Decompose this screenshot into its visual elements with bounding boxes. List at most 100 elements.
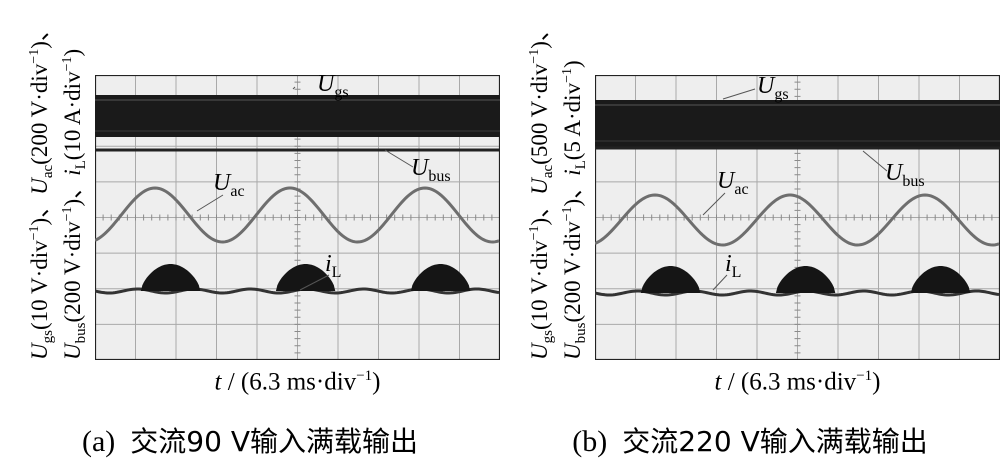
- uac-label-subscript: ac: [230, 183, 244, 200]
- uac-label-subscript: ac: [734, 181, 748, 198]
- scope-border: [95, 75, 500, 360]
- ylabel-symbol: U: [560, 342, 585, 360]
- ugs-leader: [292, 86, 296, 90]
- ylabel-exponent: −1: [560, 206, 575, 221]
- ylabel-subscript: ac: [540, 165, 556, 179]
- ylabel-exponent: −1: [527, 49, 542, 64]
- y-axis-label-svg-b: Ugs(10 V·div−1)、Uac(500 V·div−1)、 Ubus(2…: [527, 18, 589, 360]
- caption-text-b: 交流220 V输入满载输出: [622, 425, 928, 458]
- ylabel-symbol: U: [27, 177, 52, 195]
- il-hump: [910, 266, 971, 293]
- x-axis-text-b: / (6.3 ms·div: [721, 368, 857, 396]
- ugs-label-subscript: gs: [334, 84, 348, 101]
- ylabel-close: )、: [27, 195, 52, 226]
- ylabel-unit: (5 A·div: [560, 82, 585, 160]
- ylabel-unit: (10 V·div: [27, 240, 52, 330]
- x-axis-close-a: ): [372, 368, 381, 396]
- ubus-label-subscript: bus: [428, 168, 450, 185]
- il-leader: [299, 274, 330, 291]
- x-axis-var-a: t: [214, 368, 222, 396]
- il-label: iL: [325, 251, 341, 281]
- ylabel-unit: (10 V·div: [527, 240, 552, 330]
- y-axis-label-line1-b: Ugs(10 V·div−1)、Uac(500 V·div−1)、: [527, 18, 556, 360]
- il-label-subscript: L: [732, 264, 742, 281]
- uac-label-symbol: U: [717, 168, 736, 194]
- y-axis-label-b: Ugs(10 V·div−1)、Uac(500 V·div−1)、 Ubus(2…: [500, 0, 595, 360]
- ylabel-close: ): [560, 60, 585, 68]
- uac-leader: [702, 192, 726, 216]
- ylabel-symbol: U: [527, 177, 552, 195]
- uac-trace: [595, 193, 1000, 247]
- ubus-label-symbol: U: [411, 155, 430, 181]
- ugs-label-subscript: gs: [774, 86, 788, 103]
- ylabel-exponent: −1: [60, 57, 75, 72]
- ubus-leader: [862, 150, 888, 172]
- ugs-label-symbol: U: [317, 75, 336, 97]
- caption-b: (b) 交流220 V输入满载输出: [500, 420, 1000, 460]
- y-axis-label-line2-a: Ubus(200 V·div−1)、iL(10 A·div−1): [60, 49, 89, 360]
- ylabel-unit: (10 A·div: [60, 71, 85, 160]
- il-hump: [775, 266, 836, 293]
- ylabel-exponent: −1: [560, 68, 575, 83]
- il-label-symbol: i: [725, 251, 732, 277]
- ylabel-close: )、: [527, 18, 552, 49]
- ylabel-subscript: bus: [73, 322, 89, 343]
- ugs-label: Ugs: [757, 75, 789, 103]
- ugs-band: [595, 100, 1000, 147]
- il-label: iL: [725, 251, 741, 281]
- x-axis-exp-b: −1: [856, 368, 873, 384]
- ylabel-symbol: U: [60, 342, 85, 360]
- ugs-label: Ugs: [317, 75, 349, 101]
- caption-text-a: 交流90 V输入满载输出: [130, 425, 418, 458]
- x-axis-label-a: t / (6.3 ms·div−1): [95, 368, 500, 396]
- ylabel-exponent: −1: [527, 225, 542, 240]
- y-axis-label-svg-a: Ugs(10 V·div−1)、Uac(200 V·div−1)、 Ubus(2…: [27, 18, 89, 360]
- caption-prefix-a: (a): [82, 425, 116, 458]
- ylabel-subscript: L: [73, 160, 89, 169]
- ylabel-close: ): [60, 49, 85, 57]
- uac-label-symbol: U: [213, 170, 232, 196]
- ugs-label-symbol: U: [757, 75, 776, 99]
- uac-leader: [196, 194, 224, 212]
- ylabel-symbol: i: [60, 169, 85, 175]
- ugs-leader: [722, 88, 756, 100]
- ylabel-subscript: L: [573, 160, 589, 169]
- ubus-label: Ubus: [885, 160, 925, 190]
- ylabel-close: )、: [27, 18, 52, 49]
- ubus-label: Ubus: [411, 155, 451, 185]
- uac-trace: [95, 186, 500, 244]
- caption-prefix-b: (b): [572, 425, 608, 458]
- ylabel-unit: (500 V·div: [527, 63, 552, 165]
- ylabel-subscript: gs: [40, 330, 56, 344]
- il-hump: [410, 264, 471, 291]
- ylabel-exponent: −1: [27, 49, 42, 64]
- ylabel-close: )、: [560, 176, 585, 207]
- y-axis-label-line1-a: Ugs(10 V·div−1)、Uac(200 V·div−1)、: [27, 18, 56, 360]
- ylabel-unit: (200 V·div: [27, 63, 52, 165]
- ylabel-symbol: i: [560, 169, 585, 175]
- ubus-label-symbol: U: [885, 160, 904, 186]
- ylabel-close: )、: [527, 195, 552, 226]
- ylabel-subscript: bus: [573, 322, 589, 343]
- ubus-leader: [384, 149, 414, 168]
- ylabel-symbol: U: [27, 342, 52, 360]
- ylabel-symbol: U: [527, 342, 552, 360]
- ylabel-subscript: gs: [540, 330, 556, 344]
- ylabel-exponent: −1: [60, 206, 75, 221]
- ylabel-exponent: −1: [27, 225, 42, 240]
- oscilloscope-screen-b: Ugs Ubus Uac iL: [595, 75, 1000, 360]
- ylabel-unit: (200 V·div: [560, 221, 585, 323]
- il-hump: [640, 266, 701, 293]
- il-hump: [275, 264, 336, 291]
- ylabel-subscript: ac: [40, 165, 56, 179]
- uac-label: Uac: [213, 170, 245, 200]
- il-leader: [712, 274, 728, 291]
- ylabel-close: )、: [60, 176, 85, 207]
- oscilloscope-screen-a: Ugs Ubus Uac iL: [95, 75, 500, 360]
- ugs-band: [95, 95, 500, 137]
- il-label-symbol: i: [325, 251, 332, 277]
- caption-a: (a) 交流90 V输入满载输出: [0, 420, 500, 460]
- panel-a: Ugs(10 V·div−1)、Uac(200 V·div−1)、 Ubus(2…: [0, 18, 500, 460]
- il-hump: [140, 264, 201, 291]
- il-label-subscript: L: [332, 264, 342, 281]
